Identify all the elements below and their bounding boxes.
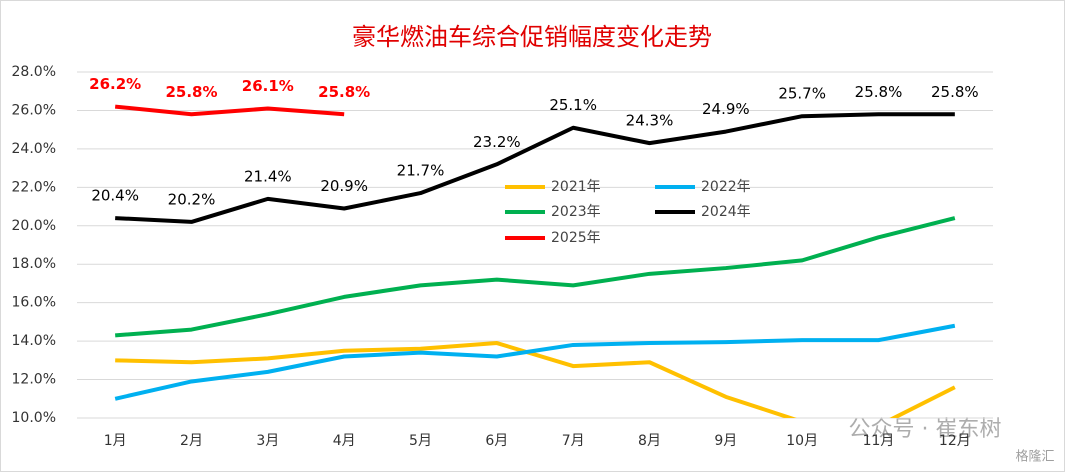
data-label: 23.2%	[473, 133, 521, 151]
y-tick-label: 20.0%	[12, 218, 56, 234]
data-label: 20.2%	[168, 190, 216, 208]
data-label: 25.1%	[549, 96, 597, 114]
legend-label: 2025年	[551, 230, 601, 246]
legend-label: 2022年	[701, 179, 751, 195]
x-tick-label: 1月	[104, 433, 127, 449]
chart-title: 豪华燃油车综合促销幅度变化走势	[352, 23, 712, 51]
data-label: 25.8%	[855, 83, 903, 101]
series-line	[115, 216, 956, 338]
x-tick-label: 5月	[409, 433, 432, 449]
x-tick-label: 3月	[256, 433, 279, 449]
data-label: 24.9%	[702, 100, 750, 118]
x-tick-label: 12月	[939, 433, 971, 449]
data-label: 20.4%	[91, 187, 139, 205]
data-label: 25.7%	[778, 85, 826, 103]
legend-label: 2024年	[701, 204, 751, 220]
y-tick-label: 26.0%	[12, 102, 56, 118]
x-tick-label: 9月	[714, 433, 737, 449]
x-tick-label: 10月	[786, 433, 818, 449]
watermark: 公众号 · 崔东树	[849, 417, 1002, 442]
legend-label: 2023年	[551, 204, 601, 220]
legend-label: 2021年	[551, 179, 601, 195]
series-line	[115, 112, 955, 224]
y-tick-label: 22.0%	[12, 179, 56, 195]
data-label: 21.4%	[244, 167, 292, 185]
y-tick-label: 28.0%	[12, 64, 56, 80]
series-line	[114, 323, 956, 401]
data-label: 25.8%	[931, 83, 979, 101]
y-tick-label: 16.0%	[12, 295, 56, 311]
y-tick-label: 24.0%	[12, 141, 56, 157]
data-label: 20.9%	[320, 177, 368, 195]
data-label: 21.7%	[397, 162, 445, 180]
x-tick-label: 11月	[863, 433, 895, 449]
y-tick-label: 12.0%	[12, 372, 56, 388]
y-tick-label: 14.0%	[12, 333, 56, 349]
y-tick-label: 10.0%	[12, 410, 56, 426]
y-tick-label: 18.0%	[12, 256, 56, 272]
data-label: 25.8%	[318, 83, 370, 101]
series-line	[114, 104, 345, 117]
x-tick-label: 8月	[638, 433, 661, 449]
data-label: 26.1%	[242, 77, 294, 95]
x-tick-label: 6月	[485, 433, 508, 449]
data-label: 26.2%	[89, 75, 141, 93]
watermark: 格隆汇	[1015, 449, 1054, 465]
x-tick-label: 2月	[180, 433, 203, 449]
x-tick-label: 4月	[333, 433, 356, 449]
plot-lines	[114, 104, 956, 418]
data-label: 24.3%	[626, 112, 674, 130]
x-tick-label: 7月	[562, 433, 585, 449]
series-line	[115, 341, 956, 418]
data-label: 25.8%	[165, 83, 217, 101]
